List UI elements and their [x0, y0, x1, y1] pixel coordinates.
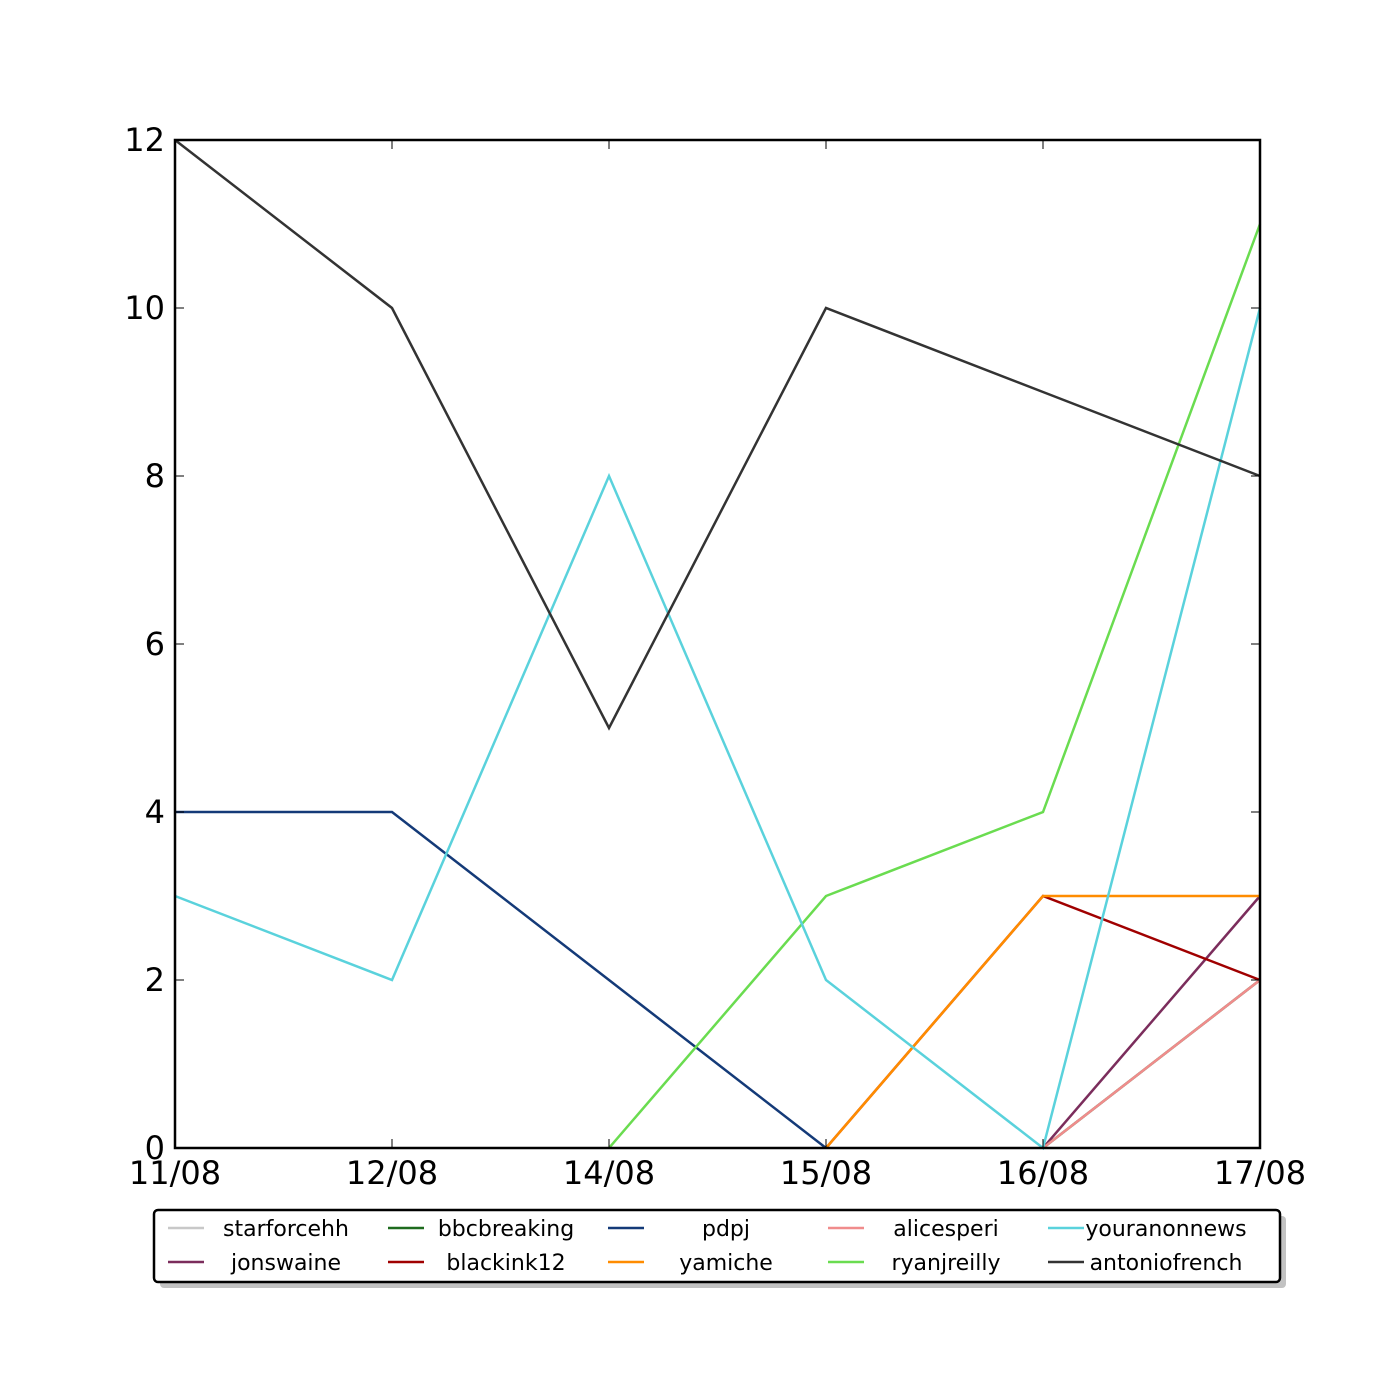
series-line-alicesperi [1042, 979, 1261, 1149]
y-tick-label: 10 [124, 289, 165, 327]
y-tick-label: 6 [145, 625, 165, 663]
legend-label: alicesperi [893, 1217, 998, 1242]
x-tick-label: 16/08 [997, 1154, 1089, 1192]
y-tick-label: 12 [124, 121, 165, 159]
x-tick-label: 11/08 [129, 1154, 221, 1192]
series-line-youranonnews [174, 307, 1262, 1151]
legend-label: jonswaine [230, 1251, 341, 1276]
legend-label: bbcbreaking [438, 1217, 574, 1242]
series-line-blackink12 [825, 894, 1261, 1149]
legend-box [152, 1208, 1282, 1284]
x-tick-label: 17/08 [1214, 1154, 1306, 1192]
plot-area [174, 139, 1262, 1151]
legend-label: yamiche [679, 1251, 773, 1276]
y-tick-label: 2 [145, 961, 165, 999]
legend-label: youranonnews [1085, 1217, 1246, 1242]
legend-label: starforcehh [223, 1217, 349, 1242]
series-line-pdpj [175, 810, 827, 1149]
legend-label: ryanjreilly [891, 1251, 1000, 1276]
x-tick-label: 15/08 [780, 1154, 872, 1192]
plot-frame [173, 138, 1262, 1150]
x-tick-label: 12/08 [346, 1154, 438, 1192]
y-tick-label: 0 [145, 1129, 165, 1167]
series-line-jonswaine [1042, 895, 1261, 1149]
x-tick-label: 14/08 [563, 1154, 655, 1192]
legend-label: antoniofrench [1090, 1251, 1243, 1276]
legend-label: blackink12 [446, 1251, 565, 1276]
series-line-ryanjreilly [608, 223, 1262, 1149]
y-tick-label: 8 [145, 457, 165, 495]
series-line-yamiche [825, 894, 1260, 1149]
legend-label: pdpj [702, 1217, 750, 1242]
axis-ticks: 11/08 12/08 14/08 15/08 16/08 17/08 0 2 4 6 8 10 12 [124, 121, 1306, 1192]
y-tick-label: 4 [145, 793, 165, 831]
legend: starforcehh jonswaine bbcbreaking blackink1… [152, 1208, 1286, 1288]
series-line-antoniofrench [174, 139, 1261, 731]
